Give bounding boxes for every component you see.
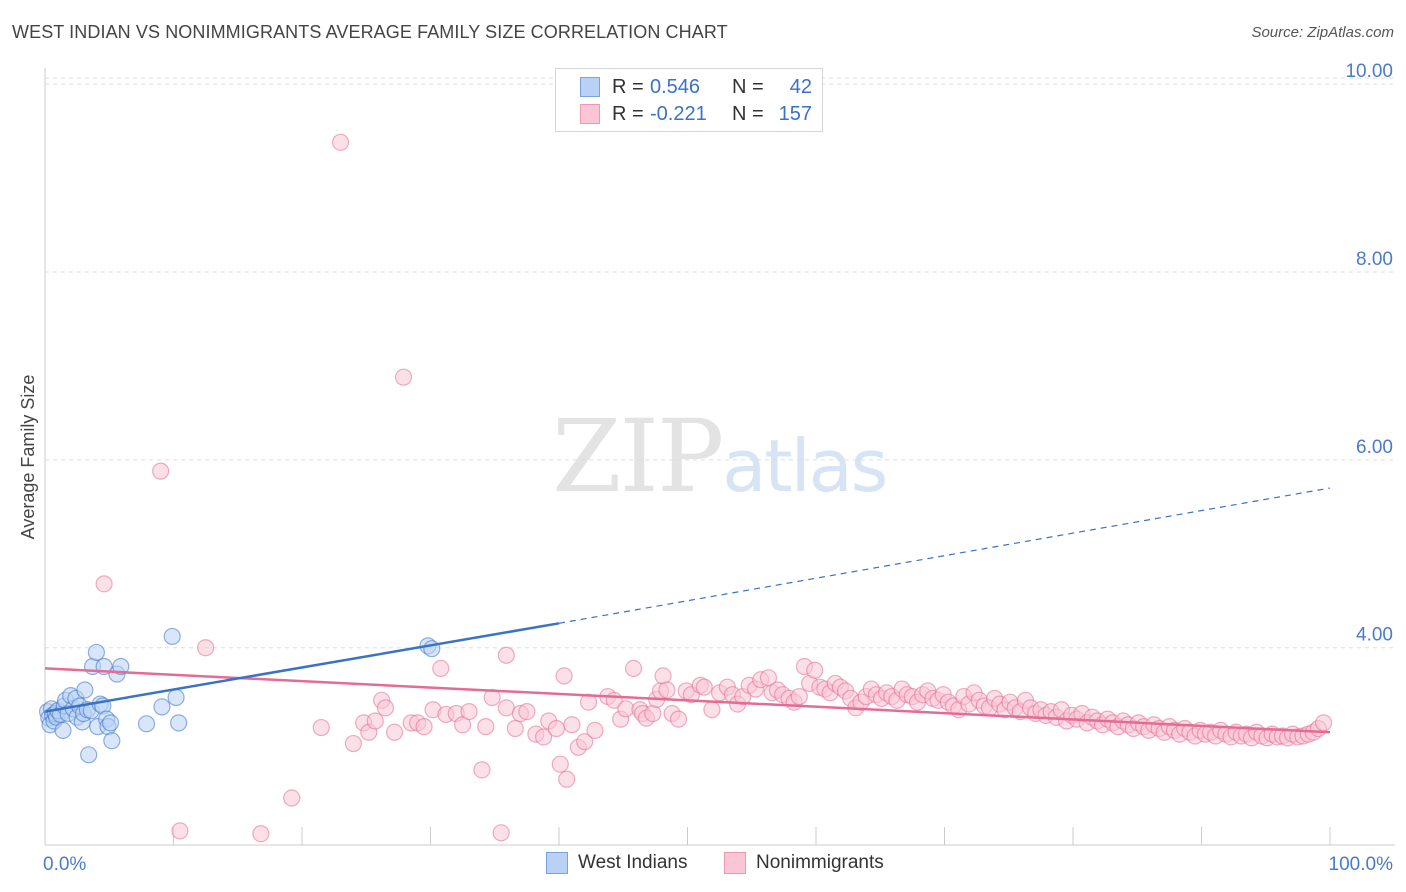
legend-n-value-west-indians: 42 (789, 75, 812, 98)
data-point (394, 368, 413, 386)
data-point (534, 728, 553, 746)
watermark-zip: ZIP (552, 398, 724, 515)
legend-n-label: N = (732, 75, 764, 98)
data-point (558, 770, 576, 788)
data-point (415, 718, 433, 736)
x-tick-label: 100.0% (1329, 854, 1394, 875)
series-swatch-west-indians (546, 852, 568, 874)
data-point (103, 732, 121, 750)
data-point (477, 718, 495, 736)
data-point (551, 755, 569, 773)
legend-swatch-west-indians (580, 77, 600, 97)
data-point (497, 646, 515, 664)
data-point (344, 734, 362, 753)
data-point (170, 714, 188, 732)
data-point (563, 716, 581, 734)
y-tick-label: 4.00 (1356, 625, 1393, 646)
series-nonimmigrants (95, 133, 1333, 843)
series-swatch-nonimmigrants (724, 852, 746, 874)
legend-row-west-indians: R = 0.546 N = 42 (580, 75, 812, 99)
data-point (331, 133, 350, 151)
legend-n-value-nonimmigrants: 157 (778, 102, 812, 125)
y-tick-label: 6.00 (1356, 437, 1393, 458)
trend-line-west-indians (44, 622, 560, 713)
data-point (152, 462, 170, 480)
data-point (506, 719, 524, 738)
data-point (658, 681, 676, 699)
data-point (167, 688, 185, 707)
data-point (95, 575, 113, 593)
watermark: ZIPatlas (552, 398, 888, 515)
series-legend-nonimmigrants[interactable]: Nonimmigrants (724, 852, 884, 874)
data-point (576, 733, 594, 751)
data-point (252, 825, 270, 843)
chart-title: WEST INDIAN VS NONIMMIGRANTS AVERAGE FAM… (12, 22, 728, 42)
data-point (806, 661, 824, 679)
legend-r-value-west-indians: 0.546 (650, 75, 701, 98)
watermark-atlas: atlas (722, 424, 888, 508)
data-point (473, 761, 491, 779)
x-tick-label: 0.0% (43, 854, 86, 875)
data-point (492, 824, 510, 842)
data-point (163, 627, 181, 646)
series-legend: West Indians Nonimmigrants (0, 852, 1406, 878)
series-legend-west-indians[interactable]: West Indians (546, 852, 687, 874)
data-point (87, 643, 106, 662)
y-tick-label: 10.00 (1345, 61, 1393, 82)
correlation-legend: R = 0.546 N = 42 R = -0.221 N = 157 (555, 68, 823, 132)
series-label-west-indians: West Indians (578, 852, 688, 873)
legend-n-label: N = (732, 102, 764, 125)
data-point (112, 657, 130, 676)
data-point (432, 659, 450, 677)
data-point (654, 667, 672, 685)
data-point (695, 678, 713, 696)
data-point (366, 712, 384, 730)
data-point (460, 703, 478, 721)
data-point (54, 721, 72, 739)
data-point (385, 723, 404, 741)
data-point (153, 698, 171, 716)
data-point (790, 687, 808, 706)
source-label: Source: ZipAtlas.com (1251, 24, 1394, 41)
data-point (101, 714, 120, 732)
legend-swatch-nonimmigrants (580, 104, 600, 124)
data-point (586, 721, 604, 739)
legend-r-value-nonimmigrants: -0.221 (650, 102, 707, 125)
data-point (1314, 714, 1333, 732)
data-point (76, 681, 94, 699)
legend-r-label: R = (612, 102, 644, 125)
data-point (644, 704, 662, 723)
data-point (171, 822, 189, 840)
series-label-nonimmigrants: Nonimmigrants (756, 852, 884, 873)
y-tick-label: 8.00 (1356, 249, 1393, 270)
data-point (197, 639, 215, 657)
y-axis-label: Average Family Size (18, 375, 38, 540)
data-point (703, 701, 721, 719)
legend-row-nonimmigrants: R = -0.221 N = 157 (580, 102, 812, 126)
data-point (283, 789, 301, 807)
data-point (555, 667, 573, 685)
data-point (376, 699, 395, 717)
data-point (669, 710, 688, 728)
data-point (137, 715, 156, 733)
trend-line-nonimmigrants (44, 667, 1331, 734)
trend-line-west-indians-extension (558, 487, 1331, 624)
data-point (518, 703, 536, 721)
data-point (547, 719, 566, 738)
data-point (80, 746, 98, 764)
data-point (312, 718, 330, 737)
legend-r-label: R = (612, 75, 644, 98)
data-point (624, 659, 643, 677)
